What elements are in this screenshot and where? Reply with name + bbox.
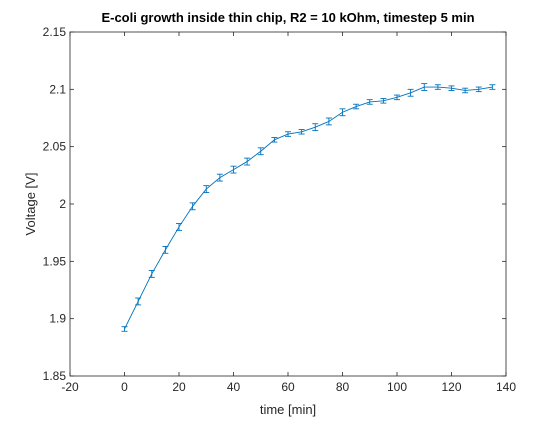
error-bar xyxy=(366,99,373,105)
error-bar xyxy=(434,84,441,90)
error-bar xyxy=(462,87,469,94)
x-tick-label: 120 xyxy=(441,380,461,394)
plot-border xyxy=(69,31,507,377)
error-bar xyxy=(312,123,319,132)
y-axis-label: Voltage [V] xyxy=(23,173,38,236)
series-line xyxy=(124,86,493,330)
y-tick-label: 1.85 xyxy=(43,369,67,383)
error-bar xyxy=(353,103,360,110)
y-tick-label: 2.1 xyxy=(49,82,66,96)
error-bar xyxy=(325,117,332,126)
error-bar xyxy=(285,131,291,137)
error-bar xyxy=(394,94,400,101)
error-bar xyxy=(135,297,142,306)
x-tick-label: 100 xyxy=(387,380,407,394)
error-bar xyxy=(121,326,128,332)
x-tick-label: -20 xyxy=(61,380,79,394)
error-bar xyxy=(298,129,305,135)
error-bar xyxy=(421,83,428,91)
error-bar xyxy=(148,270,155,278)
error-bar xyxy=(339,108,346,117)
error-bar xyxy=(448,85,455,91)
error-bar xyxy=(244,157,251,166)
y-tick-label: 2 xyxy=(59,197,66,211)
y-tick-label: 2.15 xyxy=(43,25,67,39)
error-bar xyxy=(475,86,482,93)
x-tick-label: 0 xyxy=(121,380,128,394)
y-tick-label: 2.05 xyxy=(43,140,67,154)
error-bar xyxy=(407,88,414,97)
error-bar xyxy=(203,185,210,193)
error-bar xyxy=(380,98,387,104)
y-tick-label: 1.9 xyxy=(49,312,66,326)
data-series xyxy=(121,83,496,332)
chart-title: E-coli growth inside thin chip, R2 = 10 … xyxy=(101,10,474,25)
x-tick-label: 40 xyxy=(227,380,241,394)
x-tick-label: 60 xyxy=(281,380,295,394)
y-tick-label: 1.95 xyxy=(43,254,67,268)
error-bar xyxy=(257,147,264,156)
x-tick-label: 20 xyxy=(172,380,186,394)
x-axis-label: time [min] xyxy=(260,402,316,417)
x-tick-label: 140 xyxy=(496,380,516,394)
plot-area xyxy=(70,32,506,376)
error-bar xyxy=(489,84,496,90)
x-tick-label: 80 xyxy=(336,380,350,394)
error-bar xyxy=(216,173,223,182)
error-bar xyxy=(176,223,182,231)
error-bar xyxy=(189,202,196,211)
error-bar xyxy=(162,245,169,254)
error-bar xyxy=(230,165,237,174)
error-bar xyxy=(271,137,278,143)
axes: -20 0 20 40 60 80 100 120 140 1.85 1.9 1.95 2 2.05 2.1… xyxy=(43,25,517,394)
